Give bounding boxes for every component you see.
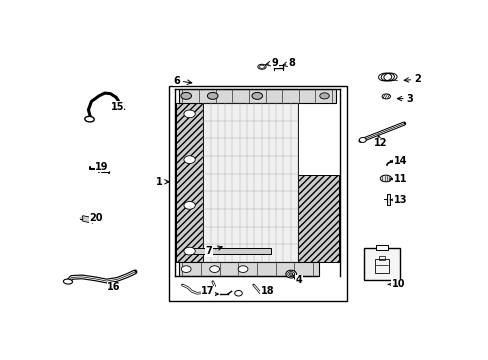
Text: 10: 10	[387, 279, 405, 289]
Text: 8: 8	[282, 58, 295, 68]
Text: 14: 14	[389, 156, 406, 166]
Text: 17: 17	[201, 286, 215, 296]
Ellipse shape	[84, 116, 94, 122]
Ellipse shape	[63, 279, 72, 284]
Ellipse shape	[183, 247, 195, 255]
Text: 11: 11	[389, 174, 406, 184]
Bar	[386, 194, 389, 204]
Bar	[297, 175, 338, 262]
Ellipse shape	[287, 271, 294, 276]
Bar	[364, 248, 399, 280]
Bar	[169, 86, 346, 301]
Ellipse shape	[251, 93, 262, 99]
Text: 13: 13	[389, 195, 406, 205]
Text: 3: 3	[397, 94, 412, 104]
Ellipse shape	[181, 93, 191, 99]
Text: 20: 20	[89, 213, 103, 223]
Circle shape	[234, 291, 242, 296]
Bar	[203, 103, 297, 262]
Ellipse shape	[207, 93, 218, 99]
Bar	[374, 260, 388, 273]
Text: 6: 6	[173, 76, 191, 86]
Text: 12: 12	[373, 135, 386, 148]
Ellipse shape	[319, 93, 328, 99]
Bar	[376, 245, 387, 250]
Circle shape	[359, 138, 366, 143]
Text: 9: 9	[265, 58, 278, 68]
Bar	[175, 103, 203, 262]
Text: 1: 1	[156, 177, 169, 187]
Text: 7: 7	[205, 246, 222, 256]
Text: 18: 18	[260, 286, 274, 296]
Bar	[188, 248, 271, 254]
Text: 15: 15	[110, 102, 124, 112]
Ellipse shape	[183, 110, 195, 118]
Ellipse shape	[209, 266, 219, 273]
Text: 19: 19	[95, 162, 109, 172]
Ellipse shape	[259, 65, 264, 68]
Text: 5: 5	[205, 289, 218, 299]
Text: 2: 2	[403, 74, 420, 84]
Ellipse shape	[285, 270, 296, 278]
Ellipse shape	[181, 266, 191, 273]
Text: 4: 4	[292, 275, 302, 285]
Ellipse shape	[183, 202, 195, 209]
Ellipse shape	[380, 175, 391, 182]
Text: 16: 16	[107, 282, 121, 292]
Bar	[178, 262, 318, 276]
Ellipse shape	[238, 266, 247, 273]
Ellipse shape	[257, 64, 265, 69]
Ellipse shape	[289, 273, 292, 275]
Polygon shape	[82, 216, 92, 222]
Bar	[178, 89, 335, 103]
Ellipse shape	[381, 94, 389, 99]
Ellipse shape	[183, 156, 195, 163]
Bar	[378, 256, 385, 260]
